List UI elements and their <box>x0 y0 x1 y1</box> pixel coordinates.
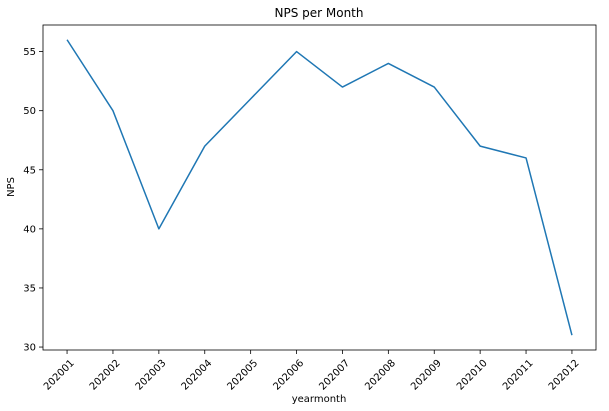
series-line <box>66 39 573 336</box>
y-tick-label: 45 <box>23 165 36 176</box>
y-axis-title: NPS <box>6 177 17 197</box>
x-axis-title: yearmonth <box>292 394 347 405</box>
x-tick-label: 202005 <box>226 358 261 393</box>
plot-area: 30 35 40 45 50 55 202001 202002 202003 202004 2020… <box>23 24 597 393</box>
x-tick-label: 202001 <box>42 358 77 393</box>
x-tick-label: 202002 <box>88 358 123 393</box>
y-tick-label: 35 <box>23 283 36 294</box>
y-tick-label: 55 <box>23 47 36 58</box>
x-tick-label: 202003 <box>134 358 169 393</box>
x-tick-label: 202004 <box>180 358 215 393</box>
chart-title: NPS per Month <box>274 6 363 20</box>
x-tick-label: 202010 <box>455 358 490 393</box>
x-tick-label: 202012 <box>547 358 582 393</box>
x-tick-label: 202008 <box>363 358 398 393</box>
axes-frame <box>42 24 597 351</box>
x-tick-label: 202011 <box>501 358 536 393</box>
y-tick-label: 30 <box>23 343 36 354</box>
x-tick-label: 202007 <box>317 358 352 393</box>
x-tick-label: 202009 <box>409 358 444 393</box>
y-tick-label: 40 <box>23 224 36 235</box>
x-tick-label: 202006 <box>271 358 306 393</box>
y-tick-label: 50 <box>23 106 36 117</box>
